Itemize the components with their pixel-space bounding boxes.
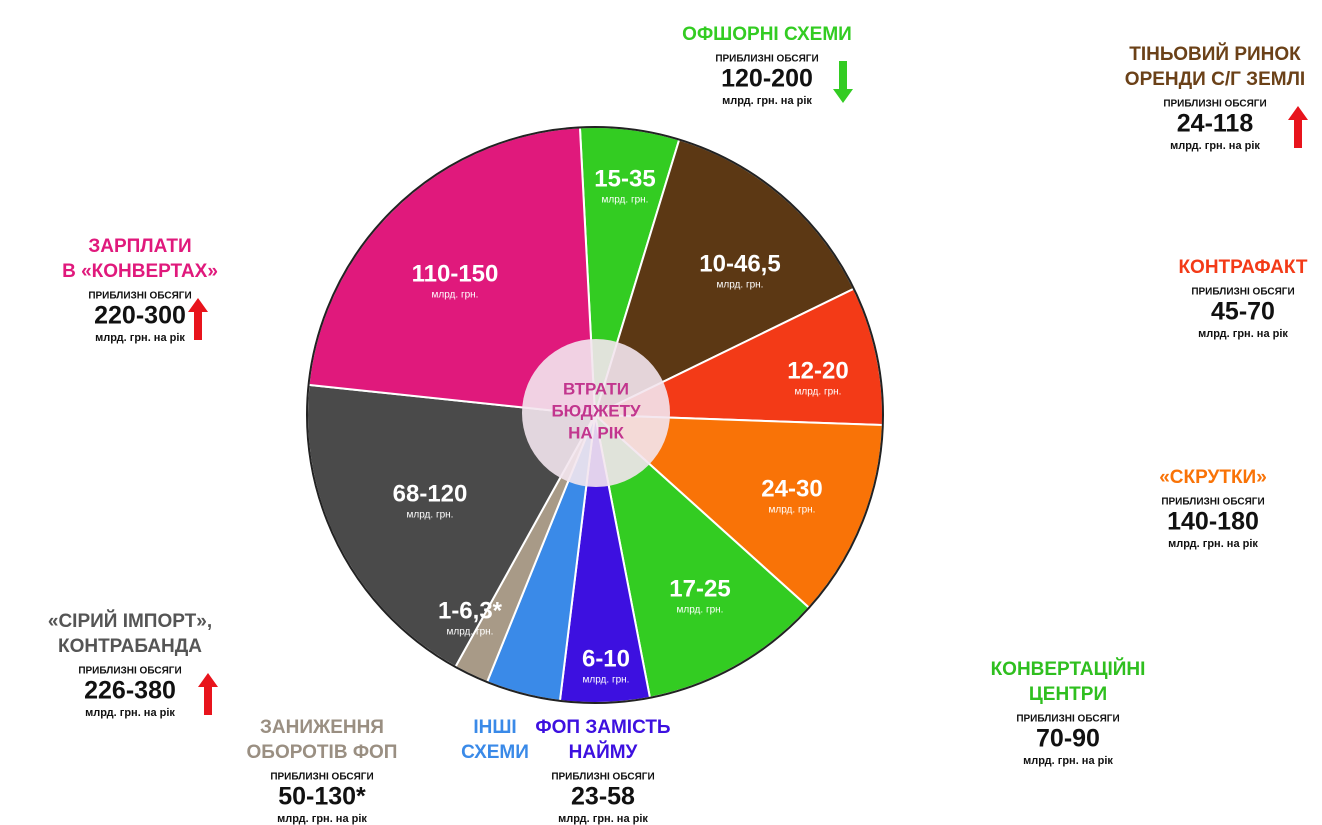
callout-title: ФОП ЗАМІСТЬ xyxy=(535,717,670,738)
callout-caption: ПРИБЛИЗНІ ОБСЯГИ xyxy=(78,666,181,677)
slice-unit: млрд. грн. xyxy=(583,675,630,686)
callout-title: КОНТРАФАКТ xyxy=(1178,257,1307,278)
callout-value: 220-300 xyxy=(94,302,186,330)
callout-title: СХЕМИ xyxy=(461,742,529,763)
callout-value: 226-380 xyxy=(84,677,176,705)
slice-unit: млрд. грн. xyxy=(447,627,494,638)
pie-outline xyxy=(306,126,884,704)
slice-unit: млрд. грн. xyxy=(602,195,649,206)
callout-unit: млрд. грн. на рік xyxy=(1168,538,1258,550)
slice-value: 10-46,5 xyxy=(699,250,780,277)
slice-value: 15-35 xyxy=(594,165,655,192)
callout-value: 120-200 xyxy=(721,65,813,93)
slice-unit: млрд. грн. xyxy=(407,510,454,521)
slice-value: 68-120 xyxy=(393,480,468,507)
trend-arrow xyxy=(198,673,218,715)
callout-unit: млрд. грн. на рік xyxy=(1170,140,1260,152)
labels: 15-35 млрд. грн. 10-46,5 млрд. грн. 12-20 млр… xyxy=(48,24,1308,825)
callout-caption: ПРИБЛИЗНІ ОБСЯГИ xyxy=(270,772,373,783)
slice-value: 24-30 xyxy=(761,475,822,502)
callout-unit: млрд. грн. на рік xyxy=(85,707,175,719)
callout-title: «СКРУТКИ» xyxy=(1159,467,1267,488)
pie xyxy=(306,126,884,704)
callout-value: 50-130* xyxy=(278,783,366,811)
callout-caption: ПРИБЛИЗНІ ОБСЯГИ xyxy=(1161,497,1264,508)
callout-title: В «КОНВЕРТАХ» xyxy=(62,261,218,282)
callout-value: 140-180 xyxy=(1167,508,1259,536)
callout-title: КОНВЕРТАЦІЙНІ xyxy=(991,658,1146,680)
callout-title: ОБОРОТІВ ФОП xyxy=(247,742,398,763)
callout-title: ЗАРПЛАТИ xyxy=(88,236,191,257)
callout-caption: ПРИБЛИЗНІ ОБСЯГИ xyxy=(1163,99,1266,110)
callout-caption: ПРИБЛИЗНІ ОБСЯГИ xyxy=(1191,287,1294,298)
slice-unit: млрд. грн. xyxy=(717,280,764,291)
callout-title: НАЙМУ xyxy=(569,741,638,763)
slice-unit: млрд. грн. xyxy=(677,605,724,616)
center-label: НА РІК xyxy=(568,423,624,442)
callout-title: ТІНЬОВИЙ РИНОК xyxy=(1129,43,1301,65)
callout-unit: млрд. грн. на рік xyxy=(1198,328,1288,340)
slice-unit: млрд. грн. xyxy=(432,290,479,301)
callout-value: 45-70 xyxy=(1211,298,1275,326)
trend-arrow xyxy=(833,61,853,103)
center-label: ВТРАТИ xyxy=(563,379,629,398)
callout-title: КОНТРАБАНДА xyxy=(58,636,202,657)
callout-title: ОРЕНДИ С/Г ЗЕМЛІ xyxy=(1125,69,1305,90)
callout-caption: ПРИБЛИЗНІ ОБСЯГИ xyxy=(88,291,191,302)
callout-unit: млрд. грн. на рік xyxy=(277,813,367,825)
center-disc xyxy=(522,339,670,487)
callout-title: «СІРИЙ ІМПОРТ», xyxy=(48,610,212,632)
slice-value: 17-25 xyxy=(669,575,730,602)
slice-value: 12-20 xyxy=(787,357,848,384)
slice-unit: млрд. грн. xyxy=(769,505,816,516)
callout-caption: ПРИБЛИЗНІ ОБСЯГИ xyxy=(551,772,654,783)
callout-title: ОФШОРНІ СХЕМИ xyxy=(682,24,852,45)
slice-value: 1-6,3* xyxy=(438,597,503,624)
callout-unit: млрд. грн. на рік xyxy=(558,813,648,825)
center-label: БЮДЖЕТУ xyxy=(551,401,641,420)
trend-arrow xyxy=(188,298,208,340)
callout-title: ІНШІ xyxy=(473,717,516,738)
callout-value: 70-90 xyxy=(1036,725,1100,753)
callout-title: ЦЕНТРИ xyxy=(1029,684,1107,705)
slice-value: 110-150 xyxy=(412,260,499,287)
callout-unit: млрд. грн. на рік xyxy=(722,95,812,107)
callout-unit: млрд. грн. на рік xyxy=(95,332,185,344)
callout-unit: млрд. грн. на рік xyxy=(1023,755,1113,767)
trend-arrow xyxy=(1288,106,1308,148)
callout-caption: ПРИБЛИЗНІ ОБСЯГИ xyxy=(715,54,818,65)
callout-value: 24-118 xyxy=(1177,110,1254,138)
callout-title: ЗАНИЖЕННЯ xyxy=(260,717,384,738)
callout-value: 23-58 xyxy=(571,783,635,811)
slice-value: 6-10 xyxy=(582,645,630,672)
callout-caption: ПРИБЛИЗНІ ОБСЯГИ xyxy=(1016,714,1119,725)
slice-unit: млрд. грн. xyxy=(795,387,842,398)
